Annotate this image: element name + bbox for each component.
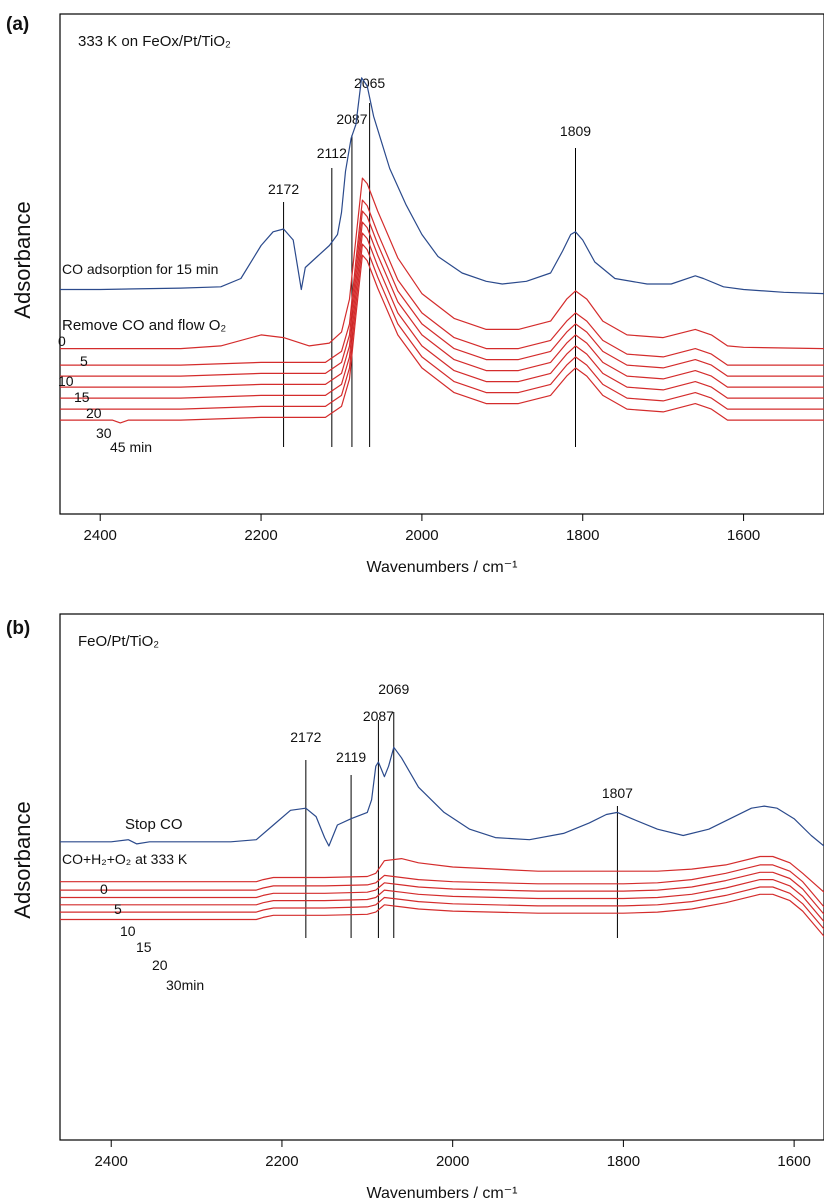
series-label-time: 15 xyxy=(74,389,90,405)
spectrum-line-time-series xyxy=(60,879,824,922)
panel-a-group-label: Remove CO and flow O₂ xyxy=(62,317,226,334)
peak-marker-label: 2119 xyxy=(336,749,366,765)
spectrum-line-time-series xyxy=(60,886,824,930)
series-label-time: 10 xyxy=(120,923,136,939)
panel-b-frame xyxy=(59,613,824,1141)
series-label-reference: CO adsorption for 15 min xyxy=(62,261,218,277)
spectrum-line-time-series xyxy=(60,177,824,350)
series-label-time: 0 xyxy=(100,881,108,897)
series-label-time: 10 xyxy=(58,373,74,389)
panel-a-title: 333 K on FeOx/Pt/TiO₂ xyxy=(78,33,231,50)
spectrum-line-reference xyxy=(60,77,824,295)
panel-a-peak-markers: 2172 2112 2087 2065 1809 xyxy=(268,75,591,447)
spectrum-line-time-series xyxy=(60,210,824,377)
panel-b-group-label: Stop CO xyxy=(125,816,183,833)
spectrum-line-time-series xyxy=(60,871,824,915)
spectrum-line-time-series xyxy=(60,893,824,937)
series-label-time: 5 xyxy=(114,901,122,917)
peak-marker-label: 2172 xyxy=(268,181,299,197)
x-tick-label: 2200 xyxy=(265,1153,298,1170)
x-tick-label: 1600 xyxy=(727,527,760,544)
spectrum-line-time-series xyxy=(60,232,824,399)
spectrum-line-time-series xyxy=(60,221,824,388)
x-tick-label: 2400 xyxy=(84,527,117,544)
x-tick-label: 1800 xyxy=(607,1153,640,1170)
panel-b-ylabel: Adsorbance xyxy=(10,801,35,918)
series-label-time: 30min xyxy=(166,977,204,993)
x-tick-label: 1600 xyxy=(777,1153,810,1170)
series-label-time: 20 xyxy=(86,405,102,421)
panel-b-peak-markers: 2172 2119 2087 2069 1807 xyxy=(290,681,633,938)
spectrum-line-time-series xyxy=(60,254,824,424)
peak-marker-label: 1809 xyxy=(560,123,591,139)
spectrum-line-time-series xyxy=(60,864,824,908)
panel-b-xlabel: Wavenumbers / cm⁻¹ xyxy=(367,1185,518,1202)
x-tick-label: 2400 xyxy=(95,1153,128,1170)
peak-marker-label: 2069 xyxy=(378,681,409,697)
series-label-reference: CO+H₂+O₂ at 333 K xyxy=(62,851,188,867)
panel-a-x-axis: 2400 2200 2000 1800 1600 xyxy=(84,514,760,544)
panel-a-ylabel: Adsorbance xyxy=(10,201,35,318)
panel-a-xlabel: Wavenumbers / cm⁻¹ xyxy=(367,559,518,576)
series-label-time: 20 xyxy=(152,957,168,973)
peak-marker-label: 2112 xyxy=(317,145,347,161)
spectrum-line-time-series xyxy=(60,199,824,366)
x-tick-label: 2200 xyxy=(244,527,277,544)
panel-b-x-axis: 2400 2200 2000 1800 1600 xyxy=(95,1140,811,1170)
panel-a-frame xyxy=(59,13,824,515)
peak-marker-label: 2087 xyxy=(363,708,394,724)
panel-b: (b) FeO/Pt/TiO₂ Adsorbance Wavenumbers /… xyxy=(6,613,824,1202)
peak-marker-label: 2087 xyxy=(336,111,367,127)
panel-b-series xyxy=(60,746,824,937)
series-label-time: 0 xyxy=(58,333,66,349)
panel-a-series xyxy=(60,77,824,424)
series-label-time: 15 xyxy=(136,939,152,955)
x-tick-label: 2000 xyxy=(436,1153,469,1170)
panel-a: (a) 333 K on FeOx/Pt/TiO₂ Adsorbance Wav… xyxy=(6,13,824,576)
peak-marker-label: 2172 xyxy=(290,729,321,745)
peak-marker-label: 1807 xyxy=(602,785,633,801)
panel-b-title: FeO/Pt/TiO₂ xyxy=(78,633,159,650)
x-tick-label: 2000 xyxy=(405,527,438,544)
spectrum-line-time-series xyxy=(60,243,824,410)
spectrum-line-time-series xyxy=(60,855,824,893)
panel-a-label: (a) xyxy=(6,14,29,35)
series-label-time: 45 min xyxy=(110,439,152,455)
peak-marker-label: 2065 xyxy=(354,75,385,91)
series-label-time: 5 xyxy=(80,353,88,369)
panel-b-label: (b) xyxy=(6,618,30,639)
spectrum-line-reference xyxy=(60,746,824,847)
series-label-time: 30 xyxy=(96,425,112,441)
x-tick-label: 1800 xyxy=(566,527,599,544)
